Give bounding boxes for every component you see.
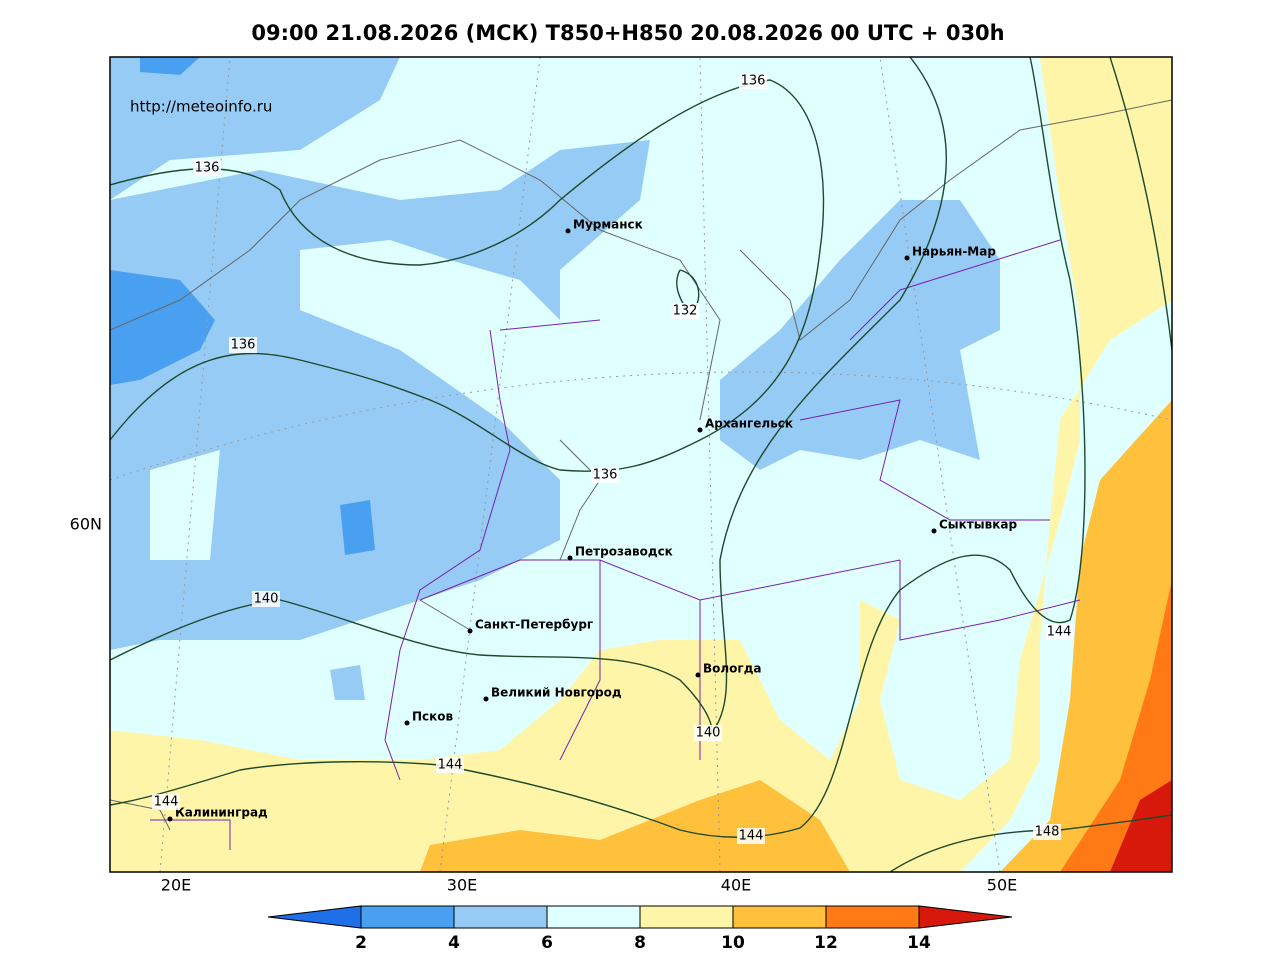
contour-label: 132 <box>673 304 698 319</box>
map-frame <box>109 56 1173 873</box>
contour-label-bg <box>152 794 180 810</box>
colorbar-tick-label: 8 <box>634 933 646 953</box>
contour-label-bg <box>1033 824 1061 840</box>
contour-label: 144 <box>739 829 764 844</box>
lon-label: 40E <box>721 876 751 895</box>
map-title: 09:00 21.08.2026 (МСК) T850+H850 20.08.2… <box>251 21 1004 45</box>
contour-label-bg <box>739 73 767 89</box>
contour-label-bg <box>193 160 221 176</box>
contour-label-bg <box>229 337 257 353</box>
city-dot <box>904 255 910 261</box>
contour-label-bg <box>252 591 280 607</box>
colorbar-under <box>267 905 362 929</box>
colorbar-tick-label: 4 <box>448 933 460 953</box>
contour-label: 140 <box>696 726 721 741</box>
contour-label-bg <box>671 303 699 319</box>
city-label: Великий Новгород <box>491 686 622 700</box>
contour-label: 136 <box>231 338 256 353</box>
contour-label: 144 <box>154 795 179 810</box>
contour-label-bg <box>694 725 722 741</box>
contour-label: 136 <box>593 468 618 483</box>
map-field <box>110 57 1172 872</box>
contour-label: 136 <box>741 74 766 89</box>
city-label: Псков <box>412 710 454 724</box>
source-url: http://meteoinfo.ru <box>130 98 272 116</box>
city-label: Нарьян-Мар <box>912 245 996 259</box>
lon-label: 30E <box>447 876 477 895</box>
colorbar-box <box>732 905 827 929</box>
city-dot <box>167 816 173 822</box>
contour-label: 136 <box>195 161 220 176</box>
city-dot <box>931 528 937 534</box>
city-dot <box>565 228 571 234</box>
city-dot <box>697 427 703 433</box>
contour-label: 140 <box>254 592 279 607</box>
colorbar-box <box>639 905 734 929</box>
city-label: Петрозаводск <box>575 545 673 559</box>
city-dot <box>467 628 473 634</box>
labels: Мурманск Нарьян-Мар Архангельск Сыктывкар Пе… <box>152 73 1073 844</box>
city-dot <box>404 720 410 726</box>
city-label: Архангельск <box>705 417 793 431</box>
contour-label: 148 <box>1035 825 1060 840</box>
city-dot <box>695 672 701 678</box>
city-dot <box>483 696 489 702</box>
colorbar-tick-label: 14 <box>907 933 931 953</box>
city-label: Санкт-Петербург <box>475 618 593 632</box>
lon-label: 50E <box>987 876 1017 895</box>
city-label: Мурманск <box>573 218 643 232</box>
city-dot <box>567 555 573 561</box>
colorbar-tick-label: 12 <box>814 933 838 953</box>
colorbar-over <box>918 905 1013 929</box>
city-label: Калининград <box>175 806 268 820</box>
lat-label: 60N <box>70 515 102 534</box>
city-label: Сыктывкар <box>939 518 1017 532</box>
contour-label: 144 <box>438 758 463 773</box>
colorbar-box <box>360 905 455 929</box>
colorbar-tick-label: 2 <box>355 933 367 953</box>
colorbar-tick-label: 6 <box>541 933 553 953</box>
colorbar-box <box>453 905 548 929</box>
contour-label-bg <box>591 467 619 483</box>
lon-label: 20E <box>161 876 191 895</box>
contour-label-bg <box>436 757 464 773</box>
city-label: Вологда <box>703 662 761 676</box>
colorbar-tick-label: 10 <box>721 933 745 953</box>
contour-label-bg <box>1045 624 1073 640</box>
colorbar-box <box>825 905 920 929</box>
colorbar-box <box>546 905 641 929</box>
contour-label-bg <box>737 828 765 844</box>
contour-label: 144 <box>1047 625 1072 640</box>
